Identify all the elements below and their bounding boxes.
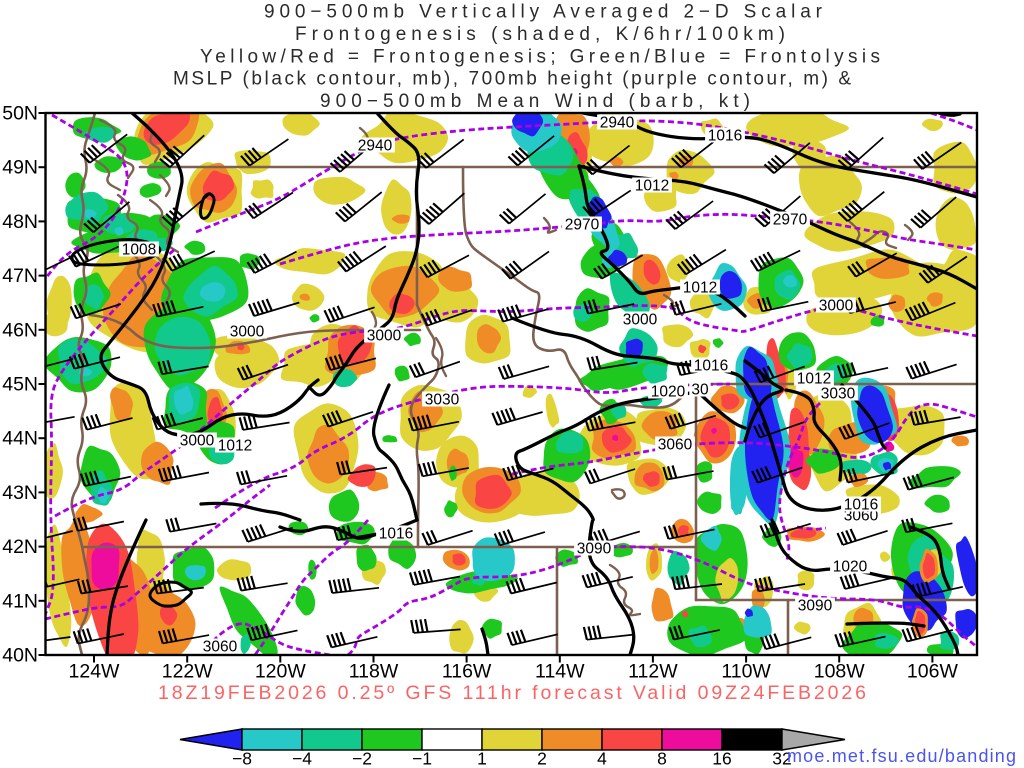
svg-text:8: 8	[657, 749, 667, 768]
svg-text:1012: 1012	[797, 371, 831, 388]
svg-text:3030: 3030	[821, 386, 856, 403]
svg-text:moe.met.fsu.edu/banding: moe.met.fsu.edu/banding	[787, 746, 1016, 766]
svg-text:46N: 46N	[2, 319, 38, 341]
svg-text:2940: 2940	[600, 115, 635, 132]
svg-text:114W: 114W	[535, 661, 585, 683]
svg-text:Frontogenesis (shaded, K/6hr/1: Frontogenesis (shaded, K/6hr/100km)	[295, 24, 785, 45]
svg-text:−4: −4	[292, 749, 312, 768]
svg-text:106W: 106W	[907, 661, 959, 683]
svg-text:108W: 108W	[814, 661, 866, 683]
svg-text:48N: 48N	[2, 211, 38, 233]
svg-text:3090: 3090	[798, 598, 833, 615]
svg-text:−2: −2	[352, 749, 372, 768]
svg-text:3060: 3060	[658, 437, 693, 454]
svg-text:49N: 49N	[2, 157, 38, 179]
svg-text:30: 30	[691, 382, 709, 399]
svg-text:44N: 44N	[2, 428, 38, 450]
svg-text:45N: 45N	[2, 374, 38, 396]
svg-text:16: 16	[712, 749, 731, 768]
svg-text:118W: 118W	[349, 661, 399, 683]
svg-text:−1: −1	[412, 749, 432, 768]
svg-text:900−500mb Mean Wind (barb, kt): 900−500mb Mean Wind (barb, kt)	[320, 91, 750, 112]
svg-text:43N: 43N	[2, 482, 38, 504]
svg-text:112W: 112W	[628, 661, 678, 683]
svg-text:2970: 2970	[565, 217, 600, 234]
svg-text:50N: 50N	[2, 103, 38, 125]
svg-text:42N: 42N	[2, 536, 38, 558]
svg-text:1016: 1016	[844, 497, 878, 514]
svg-text:3030: 3030	[425, 392, 460, 409]
svg-text:1020: 1020	[651, 384, 686, 401]
svg-text:3000: 3000	[180, 433, 215, 450]
svg-text:3060: 3060	[203, 639, 238, 656]
svg-text:Yellow/Red = Frontogenesis; G: Yellow/Red = Frontogenesis; Green/Blue =…	[200, 47, 880, 68]
svg-text:1012: 1012	[635, 178, 669, 195]
svg-text:41N: 41N	[2, 590, 38, 612]
svg-text:−8: −8	[232, 749, 252, 768]
svg-text:47N: 47N	[2, 265, 38, 287]
svg-text:3000: 3000	[367, 328, 402, 345]
svg-text:1016: 1016	[694, 358, 728, 375]
svg-text:110W: 110W	[721, 661, 771, 683]
svg-text:2970: 2970	[773, 212, 808, 229]
svg-text:1016: 1016	[708, 128, 742, 145]
svg-text:40N: 40N	[2, 645, 38, 667]
svg-text:1: 1	[477, 749, 487, 768]
svg-text:MSLP (black contour, mb), 700m: MSLP (black contour, mb), 700mb height (…	[173, 69, 851, 90]
svg-text:900−500mb Vertically Averaged: 900−500mb Vertically Averaged 2−D Scalar	[264, 2, 823, 23]
svg-text:3000: 3000	[819, 298, 854, 315]
svg-text:1012: 1012	[218, 438, 252, 455]
svg-text:4: 4	[597, 749, 607, 768]
svg-text:122W: 122W	[162, 661, 214, 683]
svg-text:1016: 1016	[379, 526, 413, 543]
svg-text:3000: 3000	[623, 312, 658, 329]
svg-text:1012: 1012	[683, 280, 717, 297]
svg-text:120W: 120W	[255, 661, 307, 683]
svg-text:124W: 124W	[69, 661, 121, 683]
svg-text:2: 2	[537, 749, 547, 768]
svg-text:3060: 3060	[844, 508, 879, 525]
svg-text:1008: 1008	[122, 242, 156, 259]
svg-text:116W: 116W	[442, 661, 492, 683]
svg-text:3090: 3090	[577, 541, 612, 558]
svg-text:3000: 3000	[230, 324, 265, 341]
svg-text:2940: 2940	[358, 138, 393, 155]
svg-text:32: 32	[772, 749, 791, 768]
svg-text:1020: 1020	[833, 559, 868, 576]
